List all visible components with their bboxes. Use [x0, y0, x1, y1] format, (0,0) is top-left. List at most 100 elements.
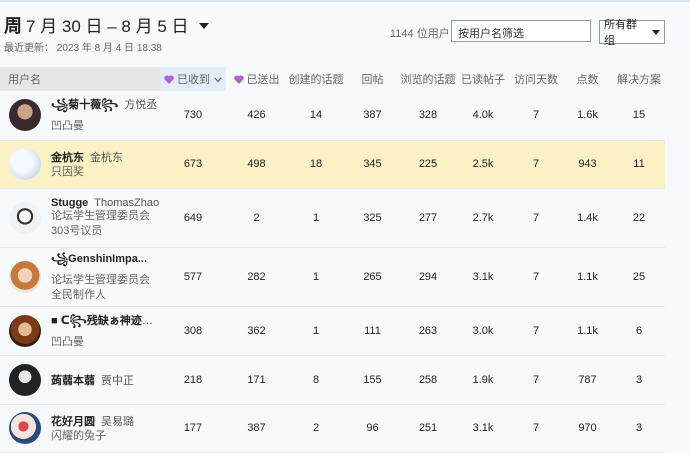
- user-info: ■ ᑕ꧂残缺ぁ神迹々... 凹凸曼: [0, 312, 161, 350]
- column-header[interactable]: 回帖: [345, 67, 400, 91]
- user-title: 全民制作人: [51, 288, 106, 301]
- date-range: 7 月 30 日 – 8 月 5 日: [26, 17, 189, 36]
- stat-cell: 3: [613, 404, 665, 453]
- column-header[interactable]: 解决方案: [613, 67, 665, 91]
- sort-icon: [214, 77, 222, 83]
- stat-cell: 294: [400, 247, 456, 307]
- user-row: 金杭东 金杭东 只因奖 673 498 18 345 225 2.5k 7 943 11: [0, 140, 665, 189]
- stat-cell: 362: [226, 306, 287, 356]
- column-header[interactable]: 已读帖子: [456, 67, 510, 91]
- user-row: 花好月圆 吴易璐 闪耀的兔子 177 387 2 96 251 3.1k 7 970 3: [0, 404, 665, 453]
- column-label: 创建的话题: [288, 74, 344, 86]
- user-row: ꧁GenshinImpa... 论坛学生管理委员会 全民制作人 577 282 1 265 2…: [0, 247, 665, 307]
- stat-cell: 970: [562, 404, 613, 453]
- column-header[interactable]: 已收到: [160, 67, 226, 91]
- user-row: ■ ᑕ꧂残缺ぁ神迹々... 凹凸曼 308 362 1 111 263 3.0k 7 1.1k 6: [0, 306, 665, 356]
- stat-cell: 387: [345, 91, 400, 141]
- stat-cell: 8: [287, 355, 345, 405]
- username[interactable]: Stugge: [51, 196, 89, 209]
- stat-cell: 1: [287, 306, 345, 356]
- top-border: [0, 0, 690, 2]
- stat-cell: 649: [160, 188, 226, 248]
- column-header[interactable]: 用户名: [0, 67, 160, 91]
- stat-cell: 7: [510, 247, 562, 307]
- heart-icon: [164, 75, 174, 84]
- user-cell: ꧁菊十薇꧂ 方悦丞凹凸曼: [0, 91, 160, 141]
- column-header[interactable]: 浏览的话题: [400, 67, 456, 91]
- stat-cell: 225: [400, 140, 456, 189]
- user-info: 花好月圆 吴易璐 闪耀的兔子: [0, 412, 160, 444]
- full-name: 金杭东: [90, 151, 123, 164]
- user-row: Stugge ThomasZhao 论坛学生管理委员会 303号议员 649 2 1 325 2…: [0, 188, 665, 248]
- username[interactable]: ꧁菊十薇꧂: [51, 99, 119, 112]
- caret: [198, 23, 209, 29]
- stat-cell: 1: [287, 247, 345, 307]
- user-name: 金杭东 金杭东: [51, 149, 123, 165]
- group-select[interactable]: 所有群组: [599, 19, 665, 47]
- user-count: 1144 位用户: [390, 28, 450, 40]
- stat-cell: 282: [226, 247, 287, 307]
- user-name: ꧁GenshinImpa...: [51, 251, 150, 273]
- column-label: 访问天数: [514, 74, 558, 86]
- stat-cell: 308: [160, 306, 226, 356]
- username[interactable]: 金杭东: [51, 151, 84, 164]
- username[interactable]: ■ ᑕ꧂残缺ぁ神迹々...: [51, 314, 161, 327]
- stat-cell: 426: [226, 91, 287, 141]
- user-name: ꧁菊十薇꧂ 方悦丞: [51, 96, 157, 119]
- stat-cell: 7: [510, 140, 562, 189]
- column-header[interactable]: 创建的话题: [287, 67, 345, 91]
- avatar: [9, 99, 41, 132]
- stat-cell: 345: [345, 140, 400, 189]
- column-label: 浏览的话题: [400, 74, 456, 86]
- avatar: [9, 201, 41, 234]
- user-text: 金杭东 金杭东 只因奖: [51, 149, 123, 180]
- column-label: 点数: [576, 74, 599, 86]
- column-label: 回帖: [361, 74, 384, 86]
- column-header[interactable]: 访问天数: [510, 67, 562, 91]
- filter-input[interactable]: 按用户名筛选: [451, 20, 591, 42]
- user-title: 凹凸曼: [51, 335, 84, 348]
- stat-cell: 251: [400, 404, 456, 453]
- user-text: ꧁菊十薇꧂ 方悦丞凹凸曼: [51, 96, 157, 134]
- group-label: 所有群组: [604, 19, 637, 47]
- stat-cell: 258: [400, 355, 456, 405]
- stat-cell: 730: [160, 91, 226, 141]
- column-label: 已读帖子: [461, 74, 505, 86]
- stat-cell: 1.9k: [456, 355, 510, 405]
- user-title: 只因奖: [51, 165, 84, 178]
- stat-cell: 14: [287, 91, 345, 141]
- last-updated: 最近更新： 2023 年 8 月 4 日 18:38: [4, 43, 162, 54]
- column-label: 解决方案: [617, 74, 661, 86]
- period-selector[interactable]: 周 7 月 30 日 – 8 月 5 日: [4, 12, 209, 38]
- stat-cell: 218: [160, 355, 226, 405]
- column-label: 已送出: [246, 74, 280, 86]
- stat-cell: 96: [345, 404, 400, 453]
- avatar: [9, 148, 41, 180]
- stat-cell: 6: [613, 306, 665, 356]
- username[interactable]: 花好月圆: [51, 415, 95, 428]
- avatar: [9, 314, 41, 347]
- user-cell: 蒟蒻本蒻 贾中正: [0, 355, 160, 405]
- stat-cell: 15: [613, 91, 665, 141]
- stat-cell: 111: [345, 306, 400, 356]
- heart-icon: [233, 75, 244, 84]
- user-cell: Stugge ThomasZhao 论坛学生管理委员会 303号议员: [0, 188, 160, 248]
- user-title: 闪耀的兔子: [51, 429, 106, 442]
- full-name: 方悦丞: [124, 99, 158, 112]
- user-cell: ꧁GenshinImpa... 论坛学生管理委员会 全民制作人: [0, 247, 160, 307]
- user-text: 蒟蒻本蒻 贾中正: [51, 372, 134, 388]
- stat-cell: 328: [400, 91, 456, 141]
- username[interactable]: 蒟蒻本蒻: [51, 374, 95, 387]
- column-header[interactable]: 已送出: [226, 67, 287, 91]
- user-name: 蒟蒻本蒻 贾中正: [51, 372, 134, 388]
- stat-cell: 11: [613, 140, 665, 189]
- user-text: ■ ᑕ꧂残缺ぁ神迹々... 凹凸曼: [51, 312, 161, 350]
- user-cell: ■ ᑕ꧂残缺ぁ神迹々... 凹凸曼: [0, 306, 161, 356]
- user-row: ꧁菊十薇꧂ 方悦丞 凹凸曼 730 426 14 387 328 4.0k 7 1.6k 15: [0, 91, 665, 141]
- column-header[interactable]: 点数: [562, 67, 613, 91]
- user-title: 凹凸曼: [51, 120, 84, 133]
- period: 周: [4, 16, 22, 36]
- user-name: Stugge ThomasZhao: [51, 197, 159, 209]
- username[interactable]: ꧁GenshinImpa...: [51, 252, 148, 265]
